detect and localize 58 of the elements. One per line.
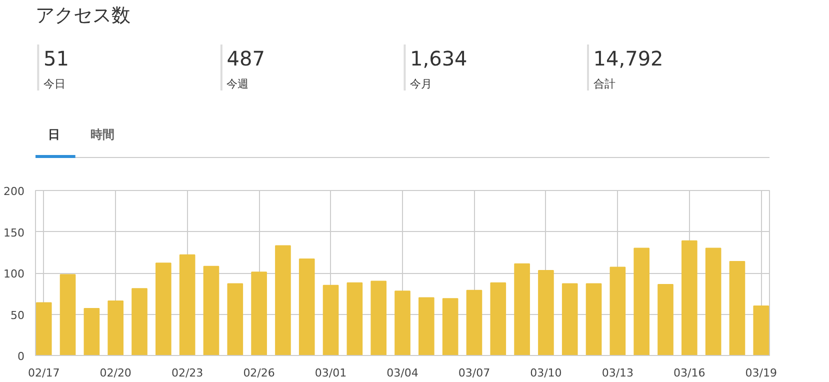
bar [729, 260, 746, 356]
bar [514, 263, 530, 356]
bar [322, 284, 339, 356]
x-tick-label: 03/04 [386, 366, 418, 380]
text: 14,792 [593, 46, 664, 70]
bar [346, 282, 363, 356]
x-tick-label: 03/10 [530, 366, 562, 380]
text: 時間 [90, 128, 114, 142]
text: 合計 [593, 78, 616, 90]
bar [490, 282, 506, 356]
y-tick-label: 0 [18, 350, 24, 363]
bar [442, 298, 458, 356]
text: 51 [43, 46, 69, 70]
bar [418, 297, 434, 356]
bar [132, 288, 148, 356]
text: 1,634 [410, 46, 468, 70]
bar [60, 274, 76, 356]
text: 今週 [226, 78, 249, 90]
x-tick-label: 02/23 [171, 366, 204, 380]
y-tick-label: 200 [4, 185, 25, 198]
bar [203, 266, 220, 356]
text: 今月 [410, 78, 432, 90]
bar [562, 283, 578, 356]
bar [681, 240, 698, 356]
bar [705, 248, 722, 356]
x-tick-label: 02/20 [100, 366, 132, 380]
bar [394, 290, 410, 356]
bar [610, 266, 626, 356]
text: 487 [226, 46, 265, 70]
bar [753, 306, 770, 356]
x-tick-label: 03/07 [458, 366, 490, 380]
text: 日 [48, 128, 60, 142]
x-tick-label: 03/01 [314, 366, 347, 380]
x-tick-label: 03/19 [745, 366, 777, 380]
x-tick-label: 02/26 [243, 366, 275, 380]
bar [586, 283, 602, 356]
bar [370, 280, 387, 356]
bar [275, 245, 291, 356]
bar [108, 300, 124, 356]
x-tick-label: 02/17 [28, 366, 60, 380]
bar [227, 283, 244, 356]
bar [179, 254, 196, 356]
text: アクセス数 [36, 4, 130, 26]
x-tick-label: 03/13 [602, 366, 634, 380]
bar [466, 290, 482, 356]
bar [251, 272, 267, 356]
bar [84, 308, 100, 356]
bar [538, 270, 554, 356]
text: 今日 [43, 78, 66, 90]
x-tick-label: 03/16 [674, 366, 706, 380]
bar [36, 302, 52, 356]
bar [156, 262, 172, 356]
bar [298, 258, 315, 356]
y-tick-label: 100 [4, 268, 25, 280]
y-tick-label: 50 [10, 308, 25, 322]
bar [634, 248, 650, 356]
bar [658, 284, 674, 356]
y-tick-label: 150 [4, 226, 25, 240]
